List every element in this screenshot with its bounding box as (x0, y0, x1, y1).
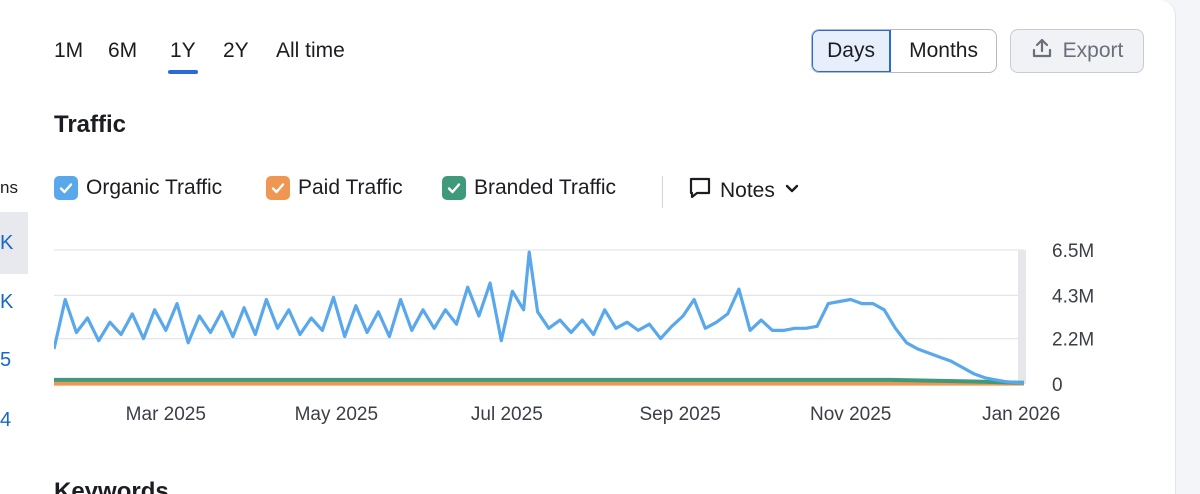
column-value-link[interactable]: K (0, 291, 14, 313)
tab-6m[interactable]: 6M (108, 39, 138, 62)
column-value-link[interactable]: 5 (0, 349, 12, 371)
page-title: Traffic (54, 111, 127, 138)
column-value-link[interactable]: 4 (0, 409, 12, 431)
tab-all-time[interactable]: All time (276, 39, 345, 62)
checkbox-checked-icon[interactable] (442, 176, 466, 200)
upload-icon (1031, 37, 1053, 65)
chevron-down-icon (783, 179, 801, 202)
column-header: ns (0, 178, 18, 197)
y-tick-label: 4.3M (1052, 286, 1094, 307)
legend-label: Organic Traffic (86, 176, 223, 199)
keywords-section-title: Keywords (54, 478, 169, 494)
y-tick-label: 2.2M (1052, 330, 1094, 351)
y-tick-label: 0 (1052, 375, 1063, 396)
tab-1m[interactable]: 1M (54, 39, 84, 62)
tab-2y[interactable]: 2Y (223, 39, 249, 62)
tab-1y[interactable]: 1Y (168, 39, 198, 74)
export-label: Export (1062, 39, 1124, 62)
x-tick-label: Nov 2025 (810, 404, 891, 425)
granularity-toggle: Days Months (811, 29, 997, 73)
legend-label: Paid Traffic (298, 176, 403, 199)
notes-label: Notes (720, 178, 775, 202)
months-button[interactable]: Months (909, 39, 978, 62)
y-tick-label: 6.5M (1052, 241, 1094, 262)
x-tick-label: Jan 2026 (982, 404, 1060, 425)
x-tick-label: May 2025 (295, 404, 378, 425)
legend-divider (662, 176, 663, 208)
x-tick-label: Jul 2025 (471, 404, 543, 425)
x-tick-label: Mar 2025 (126, 404, 206, 425)
current-period-marker (1018, 250, 1026, 384)
comment-icon (688, 176, 712, 205)
left-data-column: ns K K 5 4 (0, 0, 30, 494)
series-line-branded-traffic (54, 377, 1025, 385)
legend-branded-traffic[interactable]: Branded Traffic (442, 176, 616, 200)
checkbox-checked-icon[interactable] (54, 176, 78, 200)
x-tick-label: Sep 2025 (639, 404, 720, 425)
days-button[interactable]: Days (812, 30, 892, 72)
series-line-organic-traffic (54, 250, 1025, 385)
selected-row-highlight (0, 212, 28, 274)
legend-paid-traffic[interactable]: Paid Traffic (266, 176, 403, 200)
traffic-line-chart: 0 2.2M 4.3M 6.5M Mar 2025 May 2025 Jul 2025 Sep… (54, 241, 1094, 425)
legend-label: Branded Traffic (474, 176, 617, 199)
legend-organic-traffic[interactable]: Organic Traffic (54, 176, 222, 200)
column-value-link[interactable]: K (0, 232, 14, 254)
checkbox-checked-icon[interactable] (266, 176, 290, 200)
notes-button[interactable]: Notes (688, 176, 801, 205)
page-background-strip (1176, 0, 1200, 494)
export-button[interactable]: Export (1010, 29, 1144, 73)
